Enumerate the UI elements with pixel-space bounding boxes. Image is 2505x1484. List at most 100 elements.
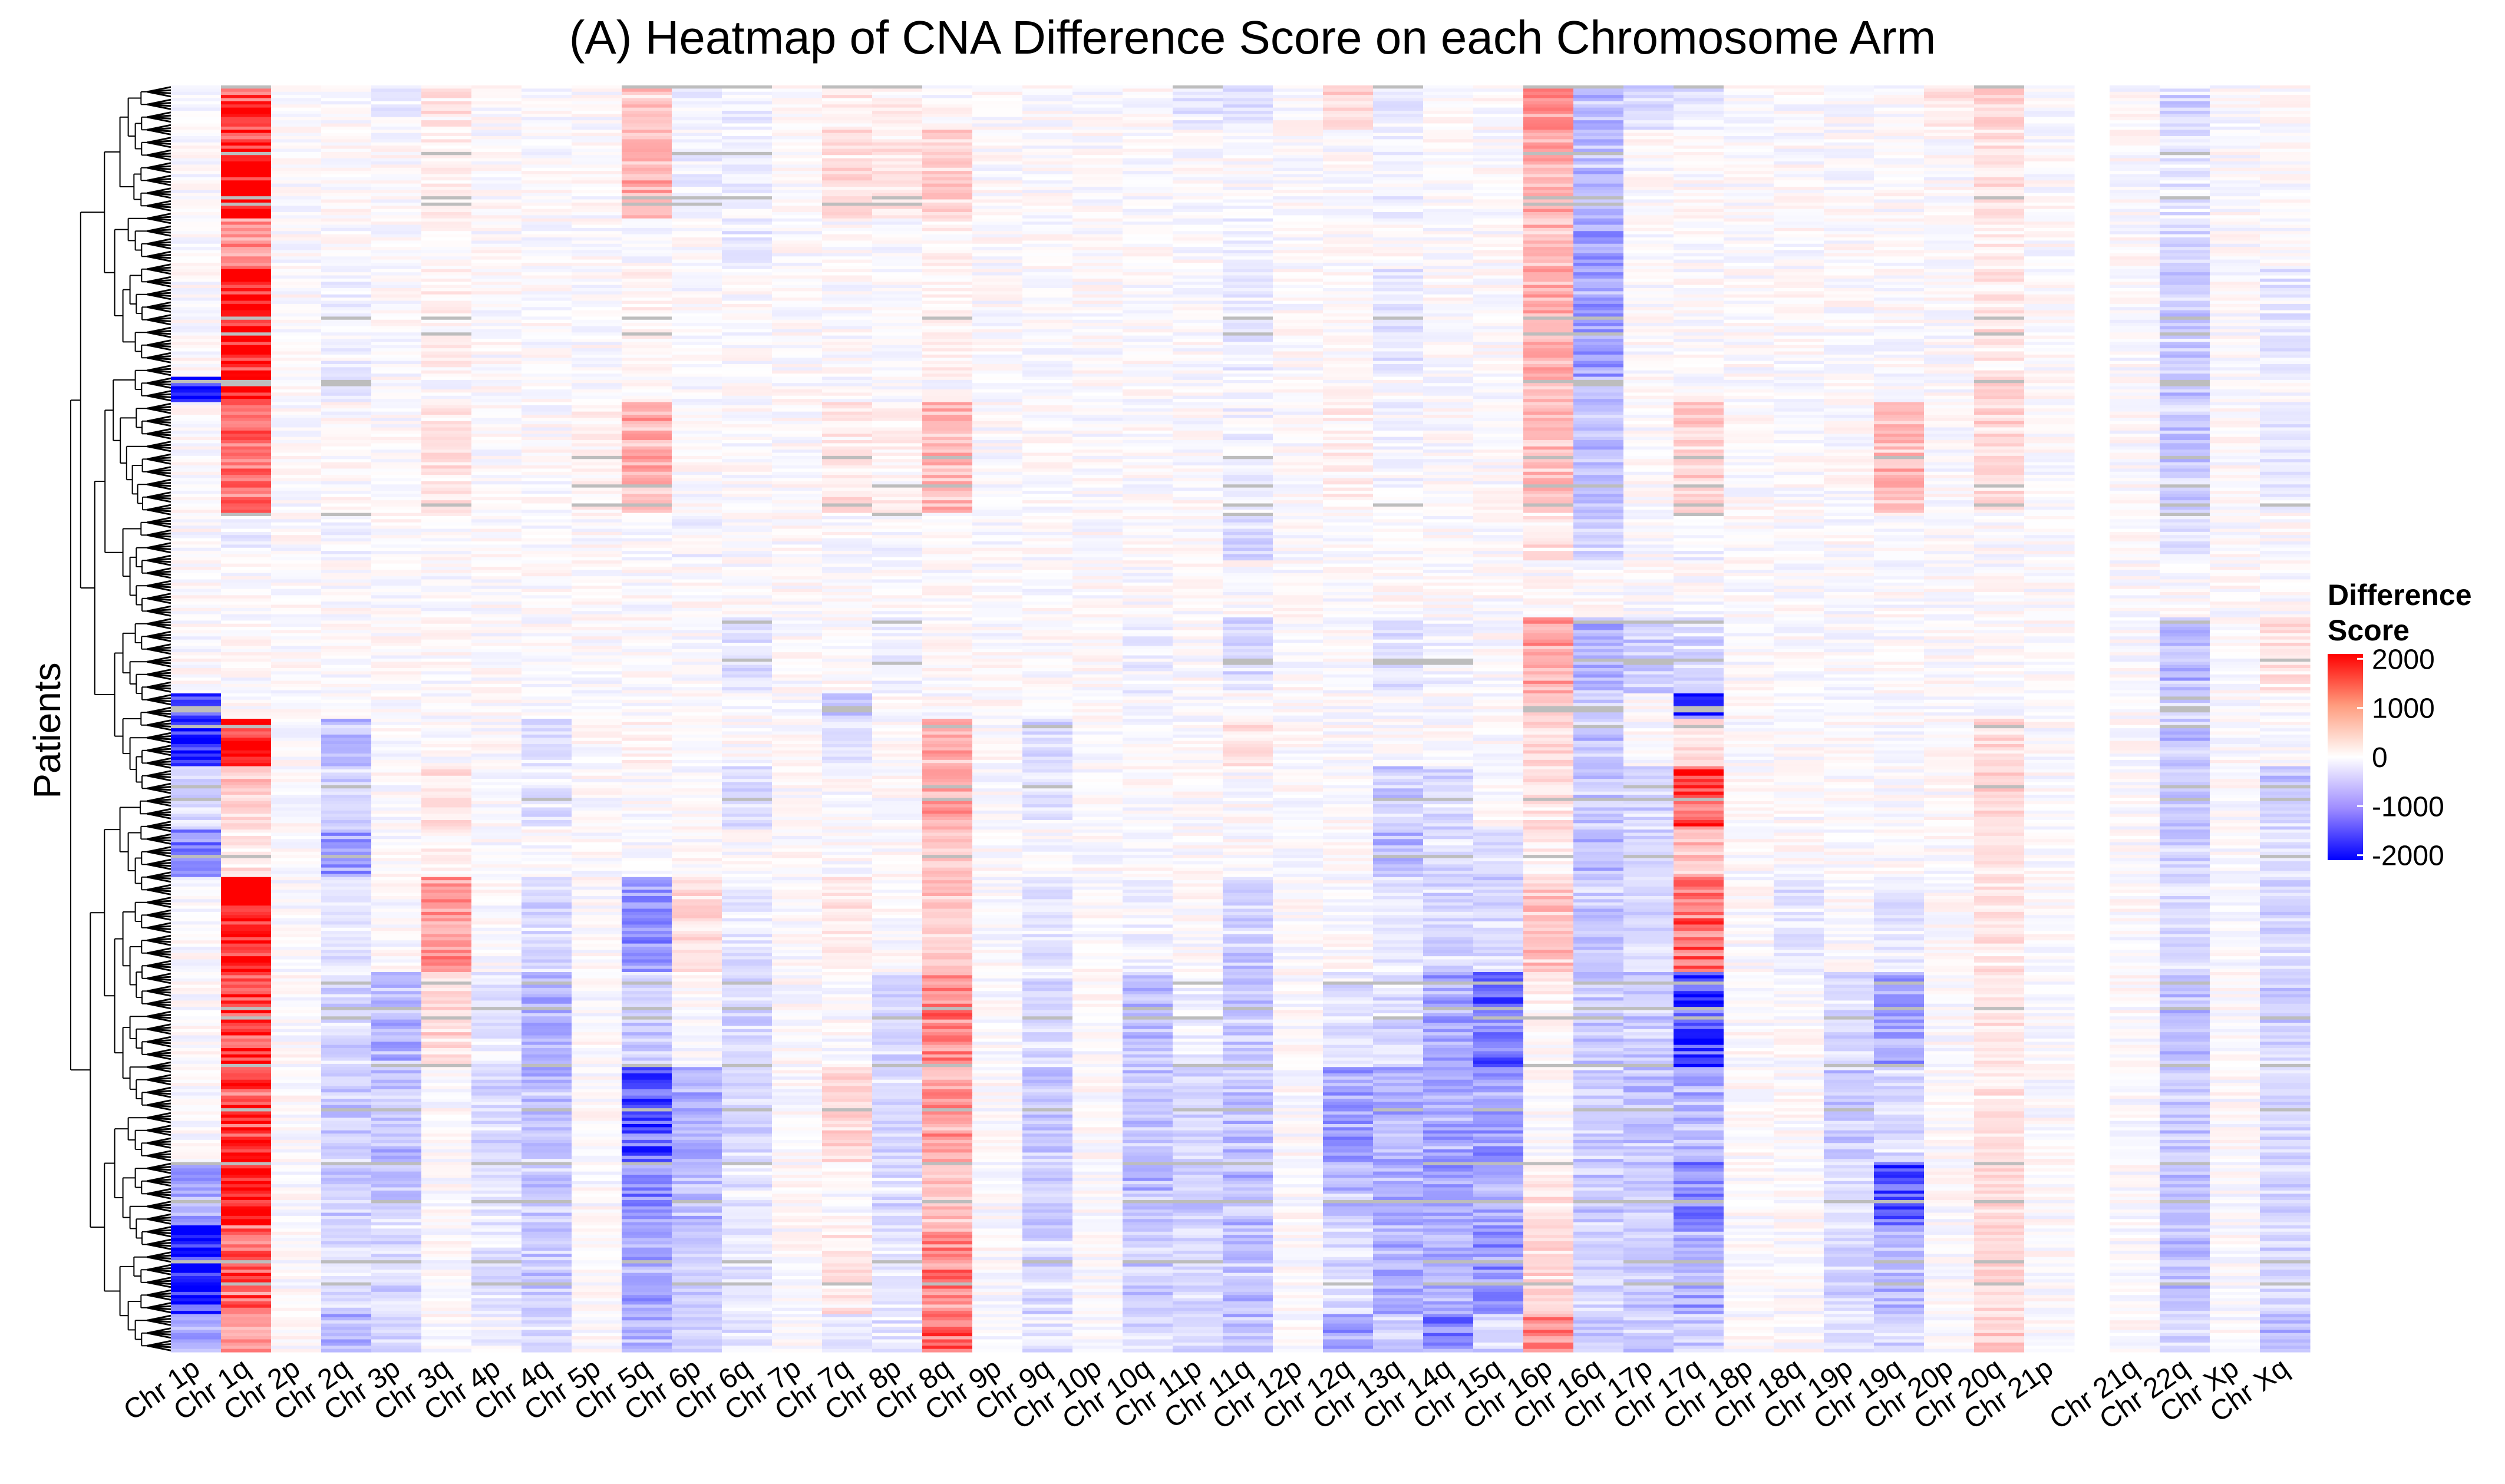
heatmap-cell [1573,323,1624,326]
heatmap-cell [2110,332,2160,336]
heatmap-cell [421,260,472,263]
heatmap-cell [1423,130,1474,133]
heatmap-cell [1022,392,1073,396]
heatmap-cell [1623,155,1674,158]
heatmap-cell [1473,260,1524,263]
heatmap-cell [672,120,722,124]
heatmap-cell [572,225,622,229]
heatmap-cell [2260,313,2311,317]
heatmap-cell [1674,285,1724,289]
heatmap-cell [1173,127,1223,130]
heatmap-cell [1423,316,1474,320]
heatmap-cell [872,402,923,406]
heatmap-cell [622,326,672,330]
heatmap-cell [1623,225,1674,229]
heatmap-cell [2260,250,2311,254]
heatmap-cell [321,304,372,308]
heatmap-cell [1223,332,1273,336]
heatmap-cell [922,282,973,285]
heatmap-cell [321,342,372,345]
heatmap-cell [1924,329,1975,333]
heatmap-cell [2024,329,2075,333]
heatmap-cell [2260,111,2311,114]
heatmap-cell [872,386,923,390]
heatmap-cell [872,228,923,232]
heatmap-cell [1473,392,1524,396]
heatmap-cell [1173,364,1223,368]
heatmap-cell [221,247,272,250]
heatmap-cell [1223,196,1273,200]
heatmap-cell [1924,263,1975,266]
heatmap-cell [171,193,222,197]
heatmap-cell [1273,143,1324,146]
heatmap-cell [1123,250,1173,254]
heatmap-cell [471,310,522,314]
heatmap-cell [1123,256,1173,260]
heatmap-cell [1774,133,1824,137]
heatmap-cell [171,234,222,238]
heatmap-cell [371,402,422,406]
heatmap-cell [371,117,422,121]
heatmap-cell [1123,133,1173,137]
heatmap-cell [872,377,923,381]
heatmap-cell [1523,307,1574,310]
heatmap-cell [872,307,923,310]
heatmap-cell [471,380,522,384]
heatmap-cell [1123,348,1173,352]
heatmap-cell [1874,405,1925,409]
heatmap-cell [2260,133,2311,137]
heatmap-cell [1724,164,1774,168]
heatmap-cell [1674,117,1724,121]
heatmap-cell [2110,269,2160,273]
heatmap-cell [171,196,222,200]
heatmap-cell [1223,361,1273,365]
heatmap-cell [922,101,973,105]
heatmap-cell [1022,386,1073,390]
heatmap-cell [221,361,272,365]
heatmap-cell [2160,98,2210,102]
heatmap-cell [972,355,1023,358]
heatmap-cell [1223,168,1273,171]
heatmap-cell [421,196,472,200]
heatmap-cell [1924,171,1975,174]
heatmap-cell [1373,380,1424,384]
heatmap-cell [1623,193,1674,197]
heatmap-cell [1573,104,1624,108]
heatmap-cell [1173,231,1223,234]
heatmap-cell [1974,377,2025,381]
heatmap-cell [171,399,222,402]
heatmap-cell [522,295,572,298]
heatmap-cell [2024,108,2075,111]
heatmap-cell [672,180,722,184]
heatmap-cell [1273,371,1324,374]
heatmap-cell [1724,279,1774,282]
heatmap-cell [1273,323,1324,326]
heatmap-cell [2260,276,2311,279]
heatmap-cell [471,209,522,213]
heatmap-cell [321,282,372,285]
heatmap-cell [371,367,422,371]
heatmap-cell [271,329,322,333]
heatmap-cell [1623,361,1674,365]
heatmap-cell [672,367,722,371]
heatmap-cell [371,143,422,146]
heatmap-cell [271,177,322,181]
heatmap-cell [321,291,372,295]
heatmap-cell [1974,234,2025,238]
heatmap-cell [522,222,572,225]
heatmap-cell [271,260,322,263]
heatmap-cell [2160,92,2210,95]
heatmap-cell [1173,276,1223,279]
heatmap-cell [872,193,923,197]
heatmap-cell [1623,374,1674,377]
heatmap-cell [371,355,422,358]
heatmap-cell [1924,164,1975,168]
heatmap-cell [1022,143,1073,146]
heatmap-cell [1924,222,1975,225]
heatmap-cell [1223,320,1273,323]
heatmap-cell [2260,329,2311,333]
heatmap-cell [522,117,572,121]
heatmap-cell [1974,282,2025,285]
heatmap-cell [471,285,522,289]
heatmap-cell [1874,111,1925,114]
